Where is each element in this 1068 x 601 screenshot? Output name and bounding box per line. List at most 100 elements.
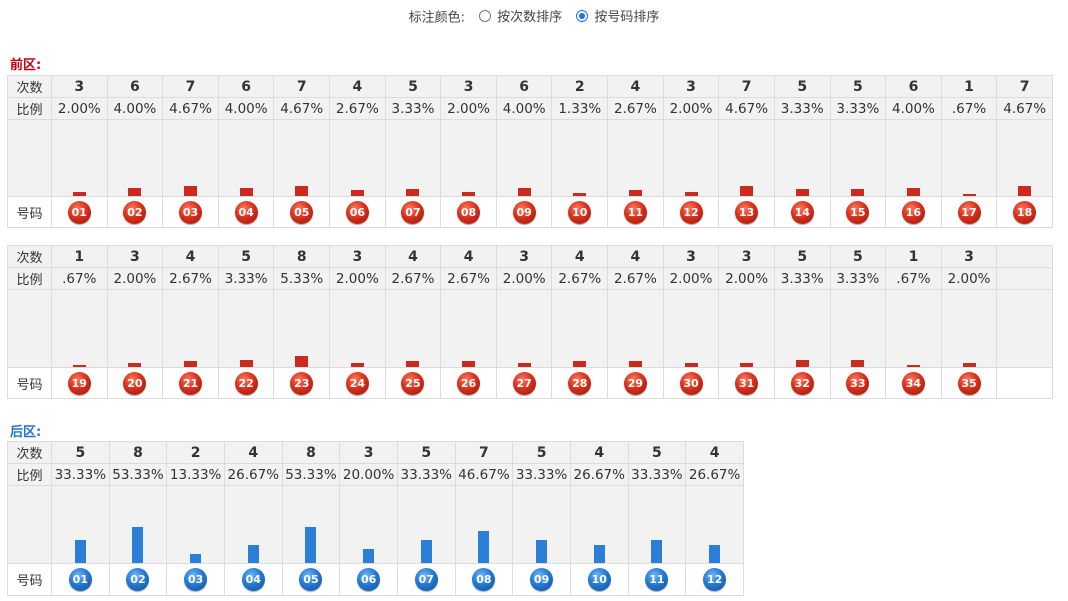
number-cell: 04	[217, 196, 275, 228]
number-ball[interactable]: 25	[401, 371, 425, 395]
number-ball[interactable]: 22	[234, 371, 258, 395]
frequency-bar	[190, 554, 202, 563]
number-ball[interactable]: 32	[790, 371, 814, 395]
number-ball[interactable]: 11	[645, 568, 669, 591]
count-cell: 6	[106, 75, 164, 98]
ratio-row: 比例 .67% 2.00% 2.67% 3.33% 5.33% 2.00% 2.67% 2.67…	[7, 267, 1053, 290]
number-ball[interactable]: 05	[290, 200, 314, 224]
number-ball[interactable]: 03	[179, 200, 203, 224]
ratio-cell: 2.67%	[162, 267, 219, 290]
frequency-bar	[795, 360, 809, 367]
number-ball[interactable]: 20	[123, 371, 147, 395]
ratio-cell: 26.67%	[223, 463, 283, 486]
number-ball[interactable]: 17	[957, 200, 981, 224]
count-row: 次数 3 6 7 6 7 4 5 3 6 2 4 3 7 5 5 6 1 7	[7, 75, 1053, 98]
number-ball[interactable]: 04	[234, 200, 258, 224]
number-ball[interactable]: 29	[623, 371, 647, 395]
number-ball[interactable]: 07	[401, 200, 425, 224]
number-ball[interactable]: 01	[67, 200, 91, 224]
number-ball[interactable]: 21	[179, 371, 203, 395]
ratio-cell: 3.33%	[773, 267, 831, 290]
number-cell: 32	[773, 367, 831, 399]
bar-cell	[569, 485, 629, 564]
ratio-cell: .67%	[51, 267, 108, 290]
number-ball[interactable]: 02	[126, 568, 150, 591]
number-ball[interactable]: 07	[414, 568, 438, 591]
count-cell: 1	[51, 245, 108, 268]
number-ball[interactable]: 12	[703, 568, 727, 591]
number-ball[interactable]: 09	[512, 200, 536, 224]
sort-by-number-option[interactable]: 按号码排序	[576, 6, 659, 25]
ratio-cell: 2.67%	[607, 267, 664, 290]
number-ball[interactable]: 11	[623, 200, 647, 224]
number-ball[interactable]: 08	[457, 200, 481, 224]
bar-cell	[829, 289, 887, 368]
number-ball[interactable]: 35	[957, 371, 981, 395]
number-ball[interactable]: 12	[679, 200, 703, 224]
bar-cell	[329, 119, 386, 197]
number-cell: 12	[685, 563, 744, 596]
number-ball[interactable]: 30	[679, 371, 703, 395]
number-ball[interactable]: 10	[568, 200, 592, 224]
ratio-row: 比例 33.33% 53.33% 13.33% 26.67% 53.33% 20.00% 33…	[7, 463, 744, 486]
ratio-cell: 5.33%	[273, 267, 331, 290]
count-cell: 3	[440, 75, 497, 98]
number-ball[interactable]: 09	[530, 568, 554, 591]
bar-cell	[273, 289, 331, 368]
count-cell: 5	[51, 441, 110, 464]
number-ball[interactable]: 33	[846, 371, 870, 395]
number-cell: 25	[384, 367, 442, 399]
bar-cell	[885, 289, 942, 368]
number-ball[interactable]: 05	[299, 568, 323, 591]
sort-by-number-radio[interactable]	[576, 9, 589, 22]
number-ball[interactable]: 16	[901, 200, 925, 224]
sort-by-count-radio[interactable]	[479, 9, 492, 22]
number-ball[interactable]: 15	[846, 200, 870, 224]
number-cell: 09	[512, 563, 571, 596]
number-cell: 35	[940, 367, 998, 399]
number-ball[interactable]: 27	[512, 371, 536, 395]
sort-by-count-label: 按次数排序	[497, 10, 563, 25]
ratio-cell: 2.00%	[662, 267, 720, 290]
ratio-cell: 2.67%	[384, 267, 442, 290]
number-ball[interactable]: 28	[568, 371, 592, 395]
count-cell: 5	[829, 75, 887, 98]
number-ball[interactable]: 06	[357, 568, 381, 591]
number-ball[interactable]: 19	[67, 371, 91, 395]
number-ball[interactable]: 03	[184, 568, 208, 591]
frequency-bar	[517, 188, 531, 196]
number-ball[interactable]: 18	[1013, 200, 1037, 224]
number-ball[interactable]: 26	[457, 371, 481, 395]
number-ball[interactable]: 02	[123, 200, 147, 224]
frequency-bar	[593, 545, 605, 563]
sort-by-count-option[interactable]: 按次数排序	[479, 6, 562, 25]
count-cell: 7	[162, 75, 219, 98]
empty-cell	[996, 367, 1053, 399]
number-ball[interactable]: 14	[790, 200, 814, 224]
number-ball[interactable]: 24	[345, 371, 369, 395]
number-ball[interactable]: 04	[241, 568, 265, 591]
frequency-bar	[573, 361, 587, 367]
number-cell: 06	[339, 563, 398, 596]
number-ball[interactable]: 08	[472, 568, 496, 591]
number-ball[interactable]: 34	[901, 371, 925, 395]
frequency-bar	[1018, 186, 1032, 196]
number-cell: 27	[495, 367, 553, 399]
bar-cell	[607, 119, 664, 197]
ratio-cell: 4.00%	[217, 97, 275, 120]
number-cell: 01	[51, 563, 110, 596]
ball-row: 号码 01 02 03 04 05 06 07 08 09 10 11 12	[7, 563, 744, 596]
number-ball[interactable]: 31	[735, 371, 759, 395]
bar-cell	[718, 289, 775, 368]
number-ball[interactable]: 06	[345, 200, 369, 224]
bar-cell	[384, 119, 442, 197]
back-stats-table: 次数 5 8 2 4 8 3 5 7 5 4 5 4 比例 33.33% 53.33% 13.33% 26.67%…	[7, 441, 744, 596]
count-cell: 2	[551, 75, 609, 98]
ratio-cell: 3.33%	[384, 97, 442, 120]
count-cell: 2	[166, 441, 225, 464]
bar-cell	[281, 485, 341, 564]
number-ball[interactable]: 23	[290, 371, 314, 395]
number-ball[interactable]: 01	[68, 568, 92, 591]
number-ball[interactable]: 10	[587, 568, 611, 591]
number-ball[interactable]: 13	[735, 200, 759, 224]
